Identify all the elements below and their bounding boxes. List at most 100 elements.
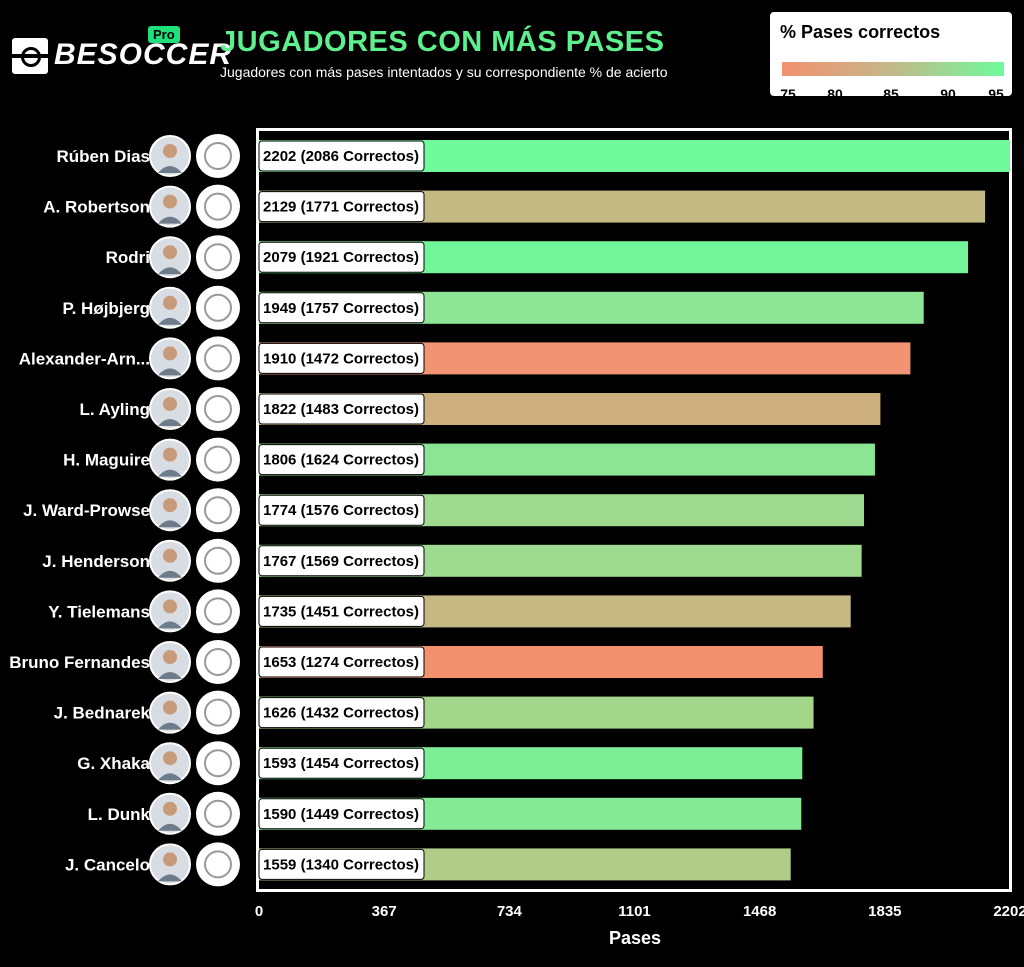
player-name: Y. Tielemans: [48, 602, 150, 621]
avatar-head: [163, 700, 177, 715]
value-label: 1949 (1757 Correctos): [258, 292, 425, 324]
legend-gradient: [782, 62, 1004, 76]
club-crest-icon: [196, 538, 240, 583]
crest-bg: [196, 690, 240, 735]
legend-title: % Pases correctos: [780, 22, 941, 42]
avatar-body: [158, 166, 182, 173]
x-tick-label: 734: [497, 903, 523, 920]
club-crest-icon: [196, 690, 240, 735]
x-tick-label: 1835: [868, 903, 901, 920]
player-avatar-icon: [149, 590, 191, 633]
player-name: J. Henderson: [42, 552, 150, 571]
crest-bg: [196, 387, 240, 431]
crest-ring: [204, 243, 232, 272]
crest-ring: [204, 395, 232, 423]
value-label: 2202 (2086 Correctos): [258, 140, 425, 172]
crest-bg: [196, 184, 240, 229]
club-crest-icon: [196, 134, 240, 178]
crest-ring: [204, 293, 232, 322]
crest-bg: [196, 235, 240, 280]
value-label: 1774 (1576 Correctos): [258, 494, 425, 526]
avatar-head: [163, 245, 177, 260]
legend-tick: 85: [883, 86, 899, 102]
avatar-body: [158, 419, 182, 426]
player-name: Bruno Fernandes: [9, 653, 150, 672]
value-label: 1767 (1569 Correctos): [258, 545, 425, 577]
crest-ring: [204, 546, 232, 575]
club-crest-icon: [196, 184, 240, 229]
player-avatar-icon: [149, 843, 191, 886]
value-label-text: 2079 (1921 Correctos): [263, 249, 419, 266]
besoccer-logo: BESOCCER Pro: [12, 26, 231, 76]
club-crest-icon: [196, 235, 240, 280]
player-avatar-icon: [149, 742, 191, 785]
value-label-text: 1559 (1340 Correctos): [263, 856, 419, 873]
player-avatar-icon: [149, 286, 191, 329]
player-name: Rúben Dias: [56, 147, 150, 166]
player-name: A. Robertson: [43, 198, 150, 217]
crest-ring: [204, 648, 232, 676]
club-crest-icon: [196, 640, 240, 684]
value-label-text: 2202 (2086 Correctos): [263, 148, 419, 165]
crest-ring: [204, 850, 232, 879]
value-label: 1806 (1624 Correctos): [258, 444, 425, 476]
value-label-text: 1910 (1472 Correctos): [263, 350, 419, 367]
value-label-box: [258, 595, 425, 627]
value-label-box: [258, 292, 425, 324]
value-label-box: [258, 646, 425, 678]
avatar-head: [163, 852, 177, 867]
crest-bg: [196, 538, 240, 583]
avatar-head: [163, 650, 177, 664]
value-label: 1593 (1454 Correctos): [258, 747, 425, 779]
avatar-head: [163, 346, 177, 361]
player-name: L. Dunk: [88, 805, 151, 824]
value-label-text: 1774 (1576 Correctos): [263, 502, 419, 519]
crest-ring: [204, 192, 232, 221]
club-crest-icon: [196, 589, 240, 634]
plot-frame: [256, 128, 1012, 892]
player-name: J. Bednarek: [54, 704, 151, 723]
value-label: 1653 (1274 Correctos): [258, 646, 425, 678]
legend-tick: 90: [940, 86, 956, 102]
value-label-box: [258, 494, 425, 526]
avatar-body: [158, 267, 182, 275]
player-name: J. Ward-Prowse: [23, 501, 150, 520]
avatar-body: [158, 621, 182, 629]
crest-bg: [196, 488, 240, 533]
avatar-head: [163, 194, 177, 209]
avatar-head: [163, 599, 177, 614]
crest-ring: [204, 445, 232, 474]
value-label-box: [258, 241, 425, 273]
legend-tick: 80: [827, 86, 843, 102]
avatar-body: [158, 520, 182, 528]
club-crest-icon: [196, 387, 240, 431]
player-name: Rodri: [106, 248, 150, 267]
crest-bg: [196, 336, 240, 381]
legend-tick: 75: [780, 86, 796, 102]
avatar-body: [158, 722, 182, 730]
crest-ring: [204, 597, 232, 626]
legend-tick: 95: [988, 86, 1004, 102]
crest-ring: [204, 496, 232, 525]
value-label: 1626 (1432 Correctos): [258, 697, 425, 729]
avatar-head: [163, 801, 177, 816]
player-name: H. Maguire: [63, 451, 150, 470]
avatar-head: [163, 548, 177, 563]
avatar-body: [158, 317, 182, 325]
value-label: 1735 (1451 Correctos): [258, 595, 425, 627]
value-label-box: [258, 798, 425, 830]
value-label-box: [258, 747, 425, 779]
logo-mark-icon: [12, 38, 48, 74]
crest-bg: [196, 640, 240, 684]
value-label-box: [258, 140, 425, 172]
avatar-body: [158, 368, 182, 376]
player-avatar-icon: [149, 388, 191, 430]
player-name: Alexander-Arn...: [19, 349, 150, 368]
avatar-head: [163, 498, 177, 513]
player-name: P. Højbjerg: [62, 299, 150, 318]
club-crest-icon: [196, 741, 240, 786]
player-avatar-icon: [149, 135, 191, 177]
player-avatar-icon: [149, 337, 191, 380]
x-axis-label: Pases: [608, 928, 662, 948]
